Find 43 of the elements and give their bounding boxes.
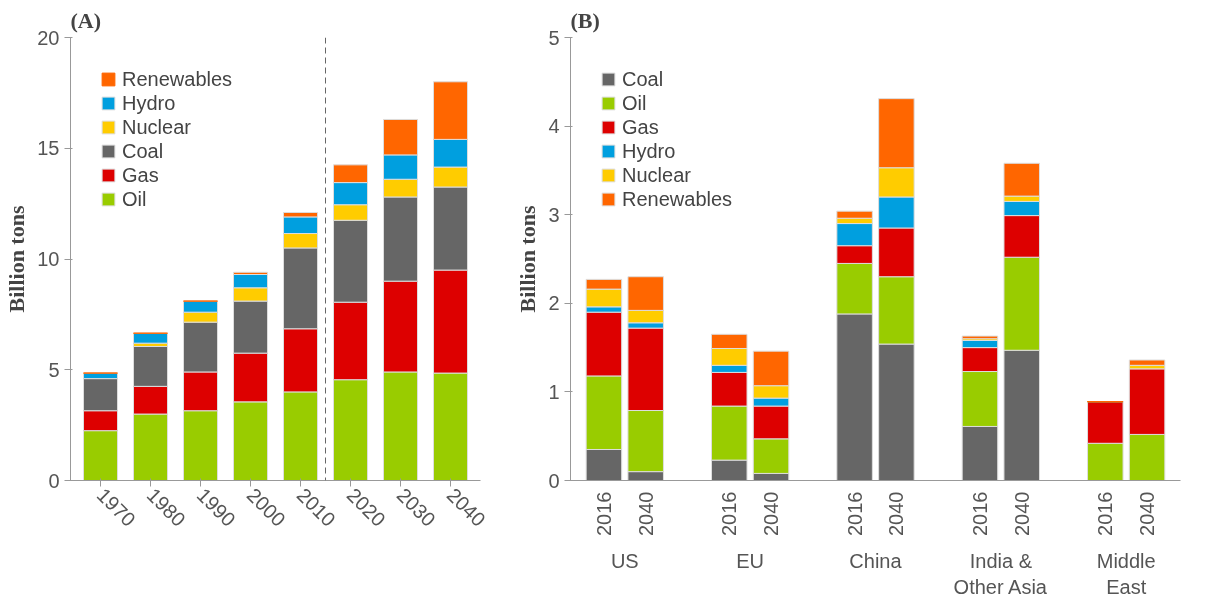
y-tick-label: 20 [37, 26, 60, 49]
text: China [849, 549, 903, 572]
bar [133, 332, 168, 344]
legend-label: Coal [122, 139, 164, 163]
legend-label: Hydro [622, 139, 676, 163]
x-tick-label: 2016 [1094, 491, 1117, 536]
y-tick-label: 3 [548, 203, 560, 226]
text: US [610, 549, 639, 572]
legend-label: Renewables [122, 67, 233, 91]
y-axis-title: Billion tons [515, 205, 541, 313]
legend-label: Nuclear [122, 115, 191, 139]
x-tick-label: 2016 [968, 491, 991, 536]
y-tick-label: 4 [548, 115, 560, 138]
text: EU [736, 549, 765, 572]
y-axis-title: Billion tons [4, 205, 30, 313]
x-tick-label: 2040 [760, 491, 783, 536]
legend-label: Oil [122, 187, 147, 211]
x-tick-label: 2016 [843, 491, 866, 536]
legend-label: Gas [622, 115, 659, 139]
text: Middle East [1096, 549, 1156, 598]
x-tick-label: 2040 [885, 491, 908, 536]
legend-label: Nuclear [622, 163, 691, 187]
y-tick-label: 1 [548, 380, 560, 403]
chart-title: (A) [70, 7, 102, 33]
x-tick-label: 2040 [1136, 491, 1159, 536]
y-tick-label: 15 [37, 137, 60, 160]
y-tick-label: 10 [37, 248, 60, 270]
chart-title: (B) [570, 7, 600, 33]
legend-label: Coal [622, 67, 664, 91]
x-tick-label: 2040 [634, 491, 657, 536]
y-tick-label: 0 [48, 469, 60, 492]
y-tick-label: 5 [48, 358, 60, 381]
x-tick-label: 2016 [718, 491, 741, 536]
legend-label: Renewables [622, 187, 733, 211]
y-tick-label: 0 [548, 469, 560, 492]
legend-label: Hydro [122, 91, 176, 115]
y-tick-label: 5 [548, 26, 560, 49]
legend-label: Oil [622, 91, 647, 115]
legend-label: Gas [122, 163, 159, 187]
x-tick-label: 2040 [1010, 491, 1033, 536]
y-tick-label: 2 [548, 292, 560, 315]
text: India & Other Asia [953, 549, 1048, 598]
x-tick-label: 2016 [592, 491, 615, 536]
